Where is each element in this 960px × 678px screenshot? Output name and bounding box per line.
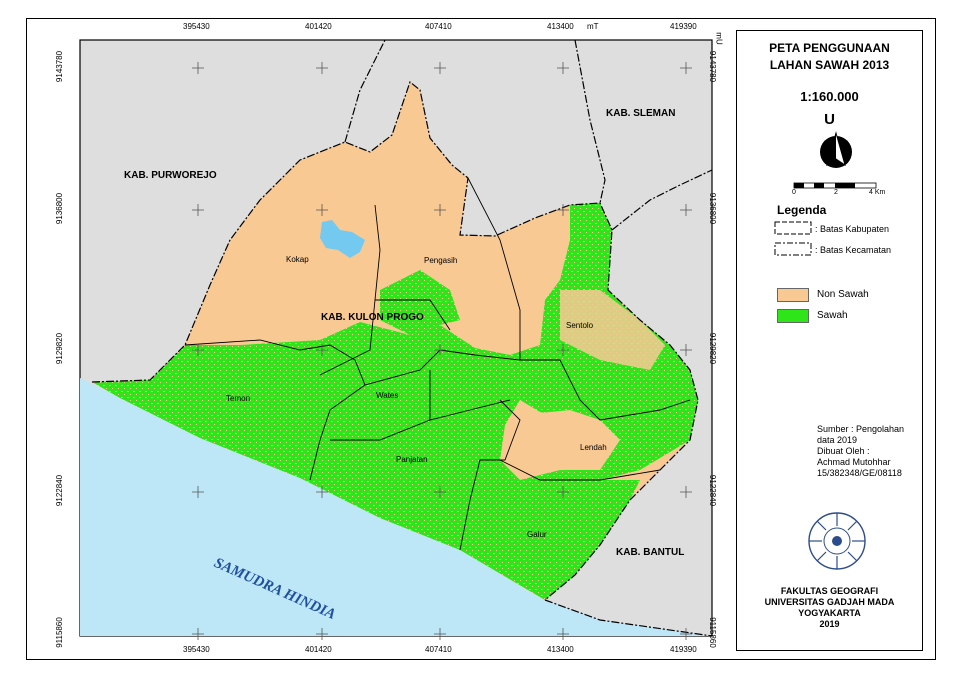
y-tick-left: 9122840	[55, 474, 65, 507]
region-label-bantul: KAB. BANTUL	[616, 547, 685, 558]
district-label: Panjatan	[396, 455, 428, 464]
legend-panel: PETA PENGGUNAAN LAHAN SAWAH 2013 1:160.0…	[736, 30, 923, 651]
scalebar-tick: 2	[834, 189, 838, 196]
legend-non-sawah-label: Non Sawah	[817, 289, 869, 300]
district-label: Galur	[527, 530, 547, 539]
ugm-seal-icon	[808, 512, 866, 570]
y-tick-right: 9136800	[708, 192, 718, 225]
scalebar-tick: 4 Km	[869, 189, 886, 196]
non-sawah-lendah	[505, 410, 620, 478]
map-sheet	[26, 18, 936, 660]
scalebar-tick: 0	[792, 189, 796, 196]
source-line: 15/382348/GE/08118	[817, 468, 902, 478]
district-label: Pengasih	[424, 256, 458, 265]
legend-kecamatan-label: : Batas Kecamatan	[815, 245, 892, 255]
y-tick-left: 9129820	[55, 332, 65, 365]
sea-area	[80, 378, 712, 636]
district-label: Wates	[376, 391, 399, 400]
y-tick-left: 9136800	[55, 192, 65, 225]
x-tick-top: 407410	[425, 22, 452, 31]
map-title-line1: PETA PENGGUNAAN	[769, 41, 890, 55]
source-line: Achmad Mutohhar	[817, 457, 891, 467]
x-tick-bottom: 401420	[305, 645, 332, 654]
y-unit-label: mU	[714, 32, 724, 45]
north-label: U	[824, 111, 835, 128]
legend-swatch-sawah	[777, 309, 809, 323]
region-label-purworejo: KAB. PURWOREJO	[124, 170, 217, 181]
non-sawah-sentolo	[560, 290, 665, 370]
region-label-sleman: KAB. SLEMAN	[606, 108, 676, 119]
institution-line: FAKULTAS GEOGRAFI	[780, 586, 879, 596]
region-label-kulon-progo: KAB. KULON PROGO	[321, 312, 424, 323]
x-tick-bottom: 395430	[183, 645, 210, 654]
x-tick-bottom: 419390	[670, 645, 697, 654]
north-arrow-icon	[820, 131, 852, 168]
district-label: Sentolo	[566, 321, 594, 330]
district-label: Kokap	[286, 255, 309, 264]
map-title-line2: LAHAN SAWAH 2013	[769, 58, 890, 72]
legend-swatch-non-sawah	[777, 288, 809, 302]
legend-sawah-label: Sawah	[817, 310, 848, 321]
x-tick-bottom: 407410	[425, 645, 452, 654]
y-tick-right: 9115860	[707, 617, 717, 648]
x-unit-label: mT	[587, 22, 599, 31]
district-label: Lendah	[580, 443, 607, 452]
y-tick-right: 9129820	[708, 332, 718, 365]
institution-line: 2019	[819, 619, 840, 629]
district-label: Temon	[226, 394, 251, 403]
lake	[320, 220, 365, 258]
scale-bar	[793, 182, 877, 189]
y-tick-right: 9122840	[708, 474, 718, 507]
institution-line: UNIVERSITAS GADJAH MADA	[764, 597, 895, 607]
sawah-center	[380, 270, 460, 335]
legend-kabupaten-label: : Batas Kabupaten	[815, 224, 890, 234]
institution-line: YOGYAKARTA	[798, 608, 861, 618]
x-tick-top: 395430	[183, 22, 210, 31]
source-line: Dibuat Oleh :	[817, 446, 870, 456]
source-line: Sumber : Pengolahan	[817, 424, 905, 434]
map-scale: 1:160.000	[800, 89, 859, 104]
x-tick-top: 401420	[305, 22, 332, 31]
x-tick-top: 413400	[547, 22, 574, 31]
legend-title: Legenda	[777, 203, 827, 217]
y-tick-right: 9143780	[708, 50, 718, 83]
sawah-south	[92, 322, 640, 600]
source-line: data 2019	[817, 435, 858, 445]
x-tick-top: 419390	[670, 22, 697, 31]
y-tick-left: 9143780	[55, 50, 65, 83]
y-tick-left: 9115860	[54, 617, 64, 648]
x-tick-bottom: 413400	[547, 645, 574, 654]
